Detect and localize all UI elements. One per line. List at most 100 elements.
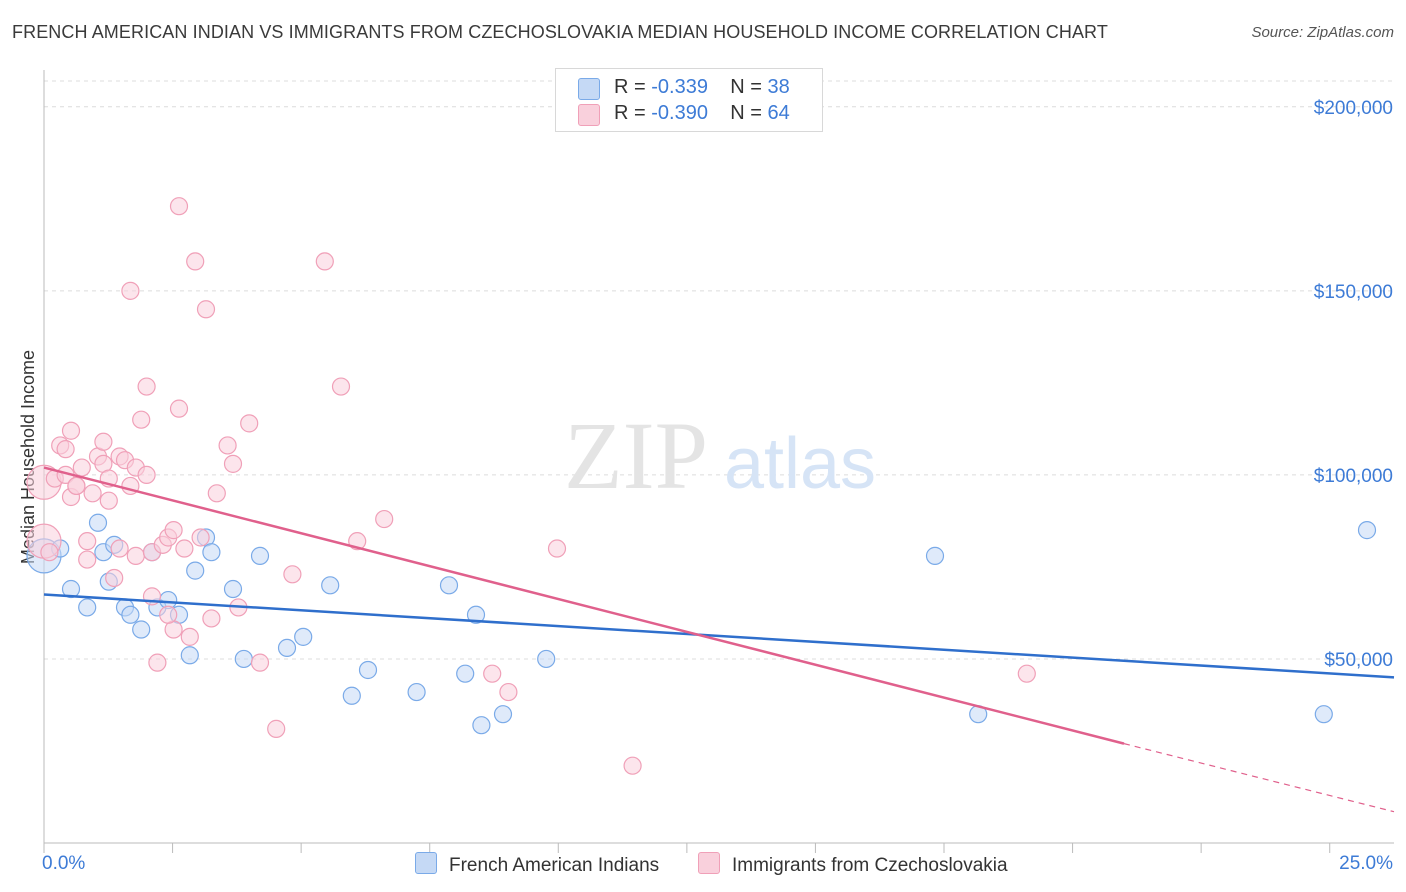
blue-data-point (202, 543, 221, 562)
blue-data-point (132, 620, 151, 639)
pink-data-point (105, 568, 124, 588)
blue-data-point (277, 638, 297, 658)
legend-n-value: 38 (767, 76, 790, 98)
pink-data-point (67, 476, 86, 496)
y-tick-label: $100,000 (1314, 466, 1393, 487)
pink-data-point (250, 653, 270, 672)
y-axis-label: Median Household Income (18, 350, 38, 564)
blue-data-point (78, 598, 97, 617)
pink-swatch-icon (578, 104, 600, 126)
legend-n-label: N = (730, 76, 762, 98)
pink-data-point (110, 539, 129, 558)
pink-data-point (40, 543, 59, 562)
blue-data-point (1314, 705, 1333, 724)
blue-data-point (537, 649, 556, 669)
pink-data-point (137, 377, 156, 396)
blue-data-point (61, 579, 81, 599)
series-legend-label: Immigrants from Czechoslovakia (732, 855, 1008, 876)
pink-swatch-icon (698, 852, 720, 874)
blue-data-point (321, 576, 340, 595)
blue-swatch-icon (415, 852, 437, 874)
pink-data-point (191, 528, 210, 547)
x-tick-label: 25.0% (1339, 853, 1393, 874)
legend-n-label: N = (730, 102, 762, 124)
pink-data-point (223, 454, 243, 473)
pink-data-point (169, 399, 189, 418)
series-legend-immigrants-czechoslovakia: Immigrants from Czechoslovakia (698, 852, 1008, 877)
pink-data-point (148, 653, 167, 672)
blue-data-point (186, 561, 205, 580)
legend-r-label: R = (614, 76, 646, 98)
y-tick-label: $150,000 (1314, 282, 1393, 303)
pink-data-point (315, 252, 334, 271)
blue-data-point (439, 576, 459, 595)
pink-data-point (283, 565, 302, 584)
pink-data-point (132, 410, 151, 429)
blue-data-point (407, 682, 426, 702)
pink-data-point (1017, 664, 1036, 683)
pink-data-point (267, 719, 286, 738)
blue-data-point (88, 513, 108, 532)
pink-trend-line-extension (1123, 743, 1395, 813)
pink-data-point (83, 484, 102, 503)
legend-r-value: -0.339 (651, 76, 708, 98)
blue-data-point (358, 660, 378, 680)
pink-trend-line (43, 466, 1125, 745)
blue-data-point (294, 627, 313, 646)
watermark-atlas: atlas (724, 424, 876, 504)
blue-swatch-icon (578, 78, 600, 100)
blue-data-point (223, 579, 243, 599)
blue-data-point (1357, 521, 1377, 540)
legend-n-value: 64 (767, 102, 790, 124)
pink-data-point (99, 491, 118, 510)
pink-data-point (137, 465, 156, 485)
pink-data-point (375, 509, 394, 529)
pink-data-point (94, 432, 113, 451)
blue-data-point (180, 646, 199, 665)
pink-data-point (169, 197, 189, 216)
pink-data-point (164, 521, 183, 540)
pink-data-point (121, 281, 140, 300)
pink-data-point (78, 532, 97, 551)
blue-data-point (250, 546, 270, 565)
pink-data-point (218, 436, 237, 455)
y-tick-label: $200,000 (1314, 98, 1393, 119)
pink-data-point (159, 605, 178, 624)
pink-data-point (72, 458, 91, 477)
pink-data-point (175, 539, 194, 558)
blue-data-point (472, 716, 491, 735)
series-legend-french-american-indians: French American Indians (415, 852, 659, 877)
blue-trend-line (43, 593, 1395, 679)
watermark-zip: ZIP (564, 402, 708, 509)
chart-title: FRENCH AMERICAN INDIAN VS IMMIGRANTS FRO… (12, 22, 1108, 42)
pink-data-point (78, 550, 97, 569)
pink-data-point (180, 627, 199, 646)
blue-data-point (456, 664, 475, 683)
blue-data-point (466, 605, 486, 624)
pink-data-point (331, 377, 351, 396)
pink-data-point (499, 682, 518, 702)
blue-data-point (493, 705, 513, 724)
pink-data-point (547, 539, 567, 558)
y-tick-label: $50,000 (1324, 650, 1393, 671)
correlation-legend: R = -0.339 N = 38 R = -0.390 N = 64 (555, 68, 823, 132)
series-legend-label: French American Indians (449, 855, 660, 876)
x-tick-label: 0.0% (42, 853, 85, 874)
blue-data-point (925, 546, 945, 565)
blue-data-point (342, 686, 361, 705)
legend-r-label: R = (614, 102, 646, 124)
pink-data-point (126, 546, 145, 565)
chart-source: Source: ZipAtlas.com (1251, 24, 1394, 41)
pink-data-point (623, 756, 642, 775)
pink-data-point (202, 609, 221, 628)
pink-data-point (61, 421, 81, 440)
blue-data-point (121, 605, 140, 624)
pink-data-point (196, 300, 216, 319)
blue-data-point (234, 649, 253, 669)
pink-data-point (207, 484, 226, 503)
legend-r-value: -0.390 (651, 102, 708, 124)
pink-data-point (56, 440, 75, 459)
pink-data-point (186, 252, 205, 271)
pink-data-point (483, 664, 502, 683)
